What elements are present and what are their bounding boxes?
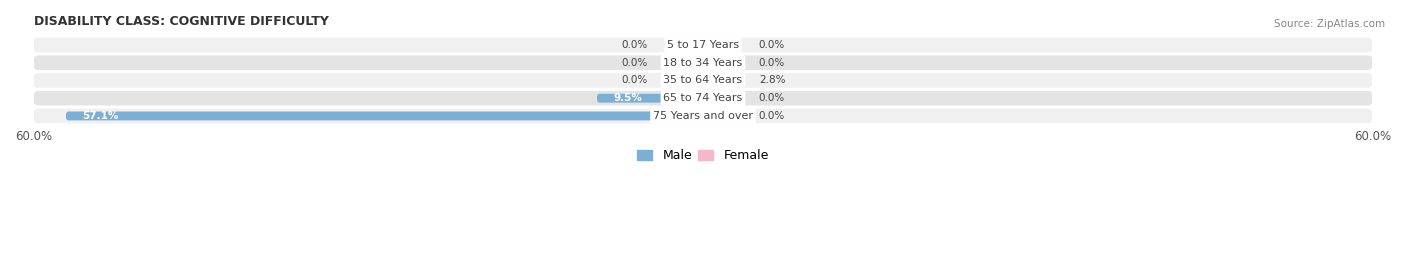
Text: 0.0%: 0.0% xyxy=(759,58,785,68)
FancyBboxPatch shape xyxy=(66,112,703,120)
Text: Source: ZipAtlas.com: Source: ZipAtlas.com xyxy=(1274,19,1385,29)
FancyBboxPatch shape xyxy=(34,109,1372,123)
Text: 0.0%: 0.0% xyxy=(759,111,785,121)
Text: 0.0%: 0.0% xyxy=(621,58,647,68)
Text: 57.1%: 57.1% xyxy=(83,111,120,121)
FancyBboxPatch shape xyxy=(34,91,1372,105)
Legend: Male, Female: Male, Female xyxy=(633,144,773,167)
Text: 65 to 74 Years: 65 to 74 Years xyxy=(664,93,742,103)
FancyBboxPatch shape xyxy=(34,55,1372,70)
FancyBboxPatch shape xyxy=(34,73,1372,88)
Text: 5 to 17 Years: 5 to 17 Years xyxy=(666,40,740,50)
Text: 0.0%: 0.0% xyxy=(759,40,785,50)
Text: DISABILITY CLASS: COGNITIVE DIFFICULTY: DISABILITY CLASS: COGNITIVE DIFFICULTY xyxy=(34,15,329,28)
FancyBboxPatch shape xyxy=(34,38,1372,52)
Text: 75 Years and over: 75 Years and over xyxy=(652,111,754,121)
Text: 2.8%: 2.8% xyxy=(759,76,786,86)
Text: 35 to 64 Years: 35 to 64 Years xyxy=(664,76,742,86)
FancyBboxPatch shape xyxy=(598,94,703,103)
Text: 18 to 34 Years: 18 to 34 Years xyxy=(664,58,742,68)
Text: 0.0%: 0.0% xyxy=(759,93,785,103)
Text: 9.5%: 9.5% xyxy=(614,93,643,103)
FancyBboxPatch shape xyxy=(703,76,734,85)
Text: 0.0%: 0.0% xyxy=(621,40,647,50)
Text: 0.0%: 0.0% xyxy=(621,76,647,86)
